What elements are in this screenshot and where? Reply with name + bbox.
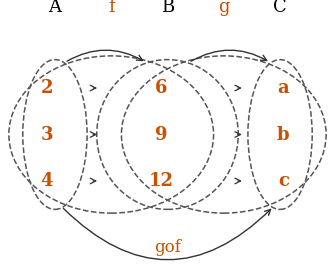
Text: B: B xyxy=(161,0,174,16)
FancyArrowPatch shape xyxy=(67,50,142,61)
Text: gof: gof xyxy=(154,239,181,256)
Text: f: f xyxy=(108,0,115,16)
Text: C: C xyxy=(273,0,287,16)
FancyArrowPatch shape xyxy=(191,50,267,61)
Text: a: a xyxy=(277,79,289,97)
Text: c: c xyxy=(278,172,289,190)
Text: 3: 3 xyxy=(41,126,53,143)
Text: 6: 6 xyxy=(155,79,167,97)
Text: b: b xyxy=(277,126,289,143)
FancyArrowPatch shape xyxy=(63,208,271,260)
Text: A: A xyxy=(49,0,61,16)
Text: g: g xyxy=(218,0,229,16)
Text: 4: 4 xyxy=(41,172,53,190)
Text: 2: 2 xyxy=(41,79,53,97)
Text: 12: 12 xyxy=(148,172,174,190)
Text: 9: 9 xyxy=(155,126,167,143)
